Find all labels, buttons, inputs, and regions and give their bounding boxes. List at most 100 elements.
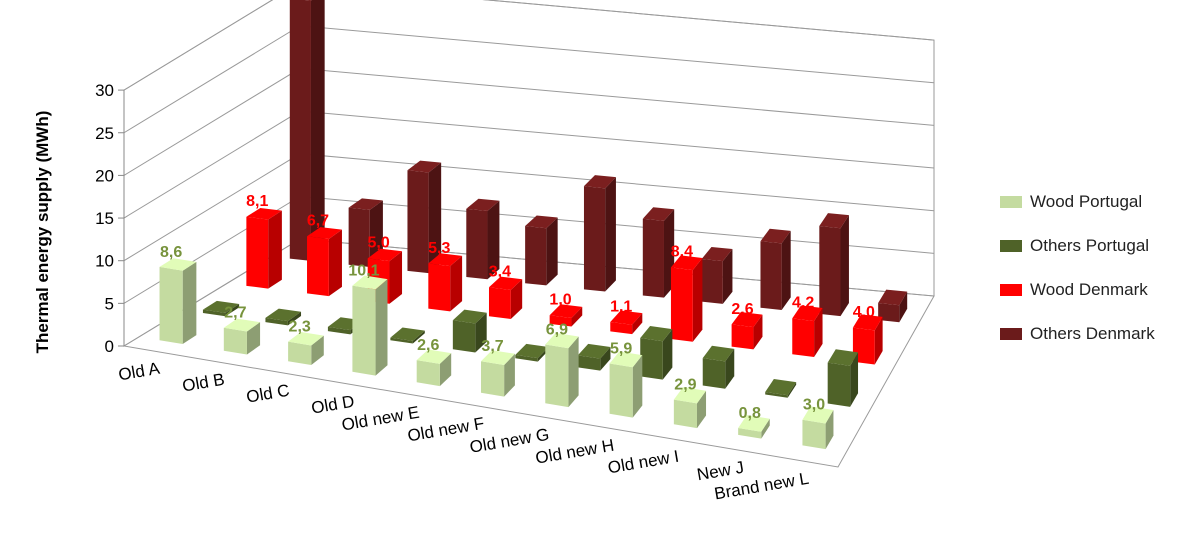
bar-front bbox=[702, 358, 726, 389]
data-label: 2,3 bbox=[289, 319, 311, 336]
bar-top bbox=[765, 379, 797, 396]
bar-top bbox=[452, 309, 487, 324]
y-tick-label: 0 bbox=[105, 337, 114, 356]
y-tick-label: 30 bbox=[95, 81, 114, 100]
bar-side bbox=[439, 353, 452, 387]
bar-front bbox=[583, 186, 606, 292]
data-label: 8,6 bbox=[160, 244, 182, 261]
bar bbox=[640, 326, 673, 380]
bar bbox=[289, 0, 325, 261]
bar-front bbox=[390, 337, 413, 344]
bar-top bbox=[407, 160, 442, 173]
bar-top bbox=[819, 213, 849, 229]
bar-top bbox=[159, 258, 197, 271]
bar bbox=[610, 310, 643, 335]
x-tick-label: Old C bbox=[245, 381, 291, 407]
bar bbox=[525, 215, 558, 286]
series-others-denmark bbox=[289, 0, 908, 323]
legend-swatch bbox=[1000, 196, 1022, 208]
data-label: 0,8 bbox=[739, 405, 761, 422]
y-tick-label: 5 bbox=[105, 294, 114, 313]
bar bbox=[765, 379, 797, 398]
bar-front bbox=[265, 317, 288, 326]
x-tick-label: Old new I bbox=[606, 447, 680, 478]
bar bbox=[701, 246, 733, 304]
bar-top bbox=[202, 300, 240, 313]
bar-front bbox=[223, 327, 247, 355]
bar-side bbox=[725, 348, 735, 389]
bar bbox=[819, 213, 849, 317]
bar-front bbox=[428, 263, 451, 312]
bar-front bbox=[673, 399, 698, 429]
bar-top bbox=[642, 207, 675, 221]
bar-top bbox=[515, 343, 549, 359]
bar-front bbox=[819, 226, 841, 317]
bar-front bbox=[159, 266, 183, 345]
bar bbox=[702, 345, 735, 389]
bar-side bbox=[225, 304, 240, 317]
bar bbox=[583, 175, 616, 292]
data-label: 3,4 bbox=[489, 264, 511, 281]
bar-front bbox=[515, 354, 538, 362]
bar-top bbox=[792, 305, 823, 322]
data-label: 10,1 bbox=[348, 263, 379, 280]
bar bbox=[407, 160, 442, 274]
data-label: 5,9 bbox=[610, 340, 632, 357]
bar bbox=[549, 304, 583, 327]
data-label: 6,9 bbox=[546, 321, 568, 338]
bar-front bbox=[827, 362, 851, 407]
bar bbox=[673, 387, 707, 429]
bar-front bbox=[488, 287, 511, 319]
bar-side bbox=[450, 255, 463, 312]
data-label: 4,2 bbox=[792, 295, 814, 312]
bar-side bbox=[840, 215, 849, 317]
bar bbox=[480, 350, 515, 397]
data-label: 8,4 bbox=[671, 244, 693, 261]
bar bbox=[738, 415, 770, 439]
data-label: 2,9 bbox=[674, 376, 696, 393]
bar bbox=[545, 332, 579, 408]
bar-side bbox=[787, 382, 797, 398]
bar-side bbox=[375, 279, 388, 376]
bar bbox=[452, 309, 487, 353]
bar-side bbox=[389, 251, 403, 304]
legend-label: Wood Portugal bbox=[1030, 192, 1143, 211]
bar-front bbox=[670, 267, 693, 342]
bar bbox=[515, 343, 549, 362]
bar-side bbox=[632, 313, 643, 335]
bar bbox=[416, 349, 452, 387]
bar bbox=[223, 318, 261, 355]
x-tick-label: Old B bbox=[181, 370, 226, 396]
bar bbox=[731, 311, 763, 350]
bar-front bbox=[642, 218, 664, 298]
bar-top bbox=[731, 311, 763, 328]
bar-top bbox=[802, 406, 834, 424]
bar-chart-3d: 0 5 10 15 20 25 30 8,1 6,7 5,0 5,3 3,4 1,0 1,1 8,4 2,6… bbox=[33, 0, 935, 503]
bar-front bbox=[480, 361, 505, 397]
bar-front bbox=[348, 207, 370, 267]
bar-side bbox=[571, 306, 583, 327]
y-tick-label: 10 bbox=[95, 252, 114, 271]
y-tick-label: 15 bbox=[95, 209, 114, 228]
bar-top bbox=[348, 198, 383, 210]
bar-top bbox=[307, 227, 342, 240]
gridline bbox=[123, 25, 935, 134]
bar-top bbox=[390, 327, 425, 341]
bar-top bbox=[610, 310, 643, 325]
data-label: 4,0 bbox=[853, 304, 875, 321]
bar-side bbox=[781, 230, 791, 310]
bar-top bbox=[640, 326, 673, 342]
data-label: 2,7 bbox=[224, 305, 246, 322]
data-label: 2,6 bbox=[731, 301, 753, 318]
data-label: 3,7 bbox=[481, 338, 503, 355]
bar-side bbox=[692, 257, 703, 342]
data-label: 5,3 bbox=[428, 240, 450, 257]
data-label: 1,1 bbox=[610, 298, 632, 315]
bar-front bbox=[802, 419, 826, 450]
bar-top bbox=[265, 308, 302, 322]
series-others-portugal bbox=[202, 300, 859, 407]
gridline bbox=[123, 0, 935, 91]
legend-item: Others Portugal bbox=[1000, 224, 1155, 268]
bar bbox=[466, 198, 500, 280]
bar-front bbox=[731, 324, 754, 350]
